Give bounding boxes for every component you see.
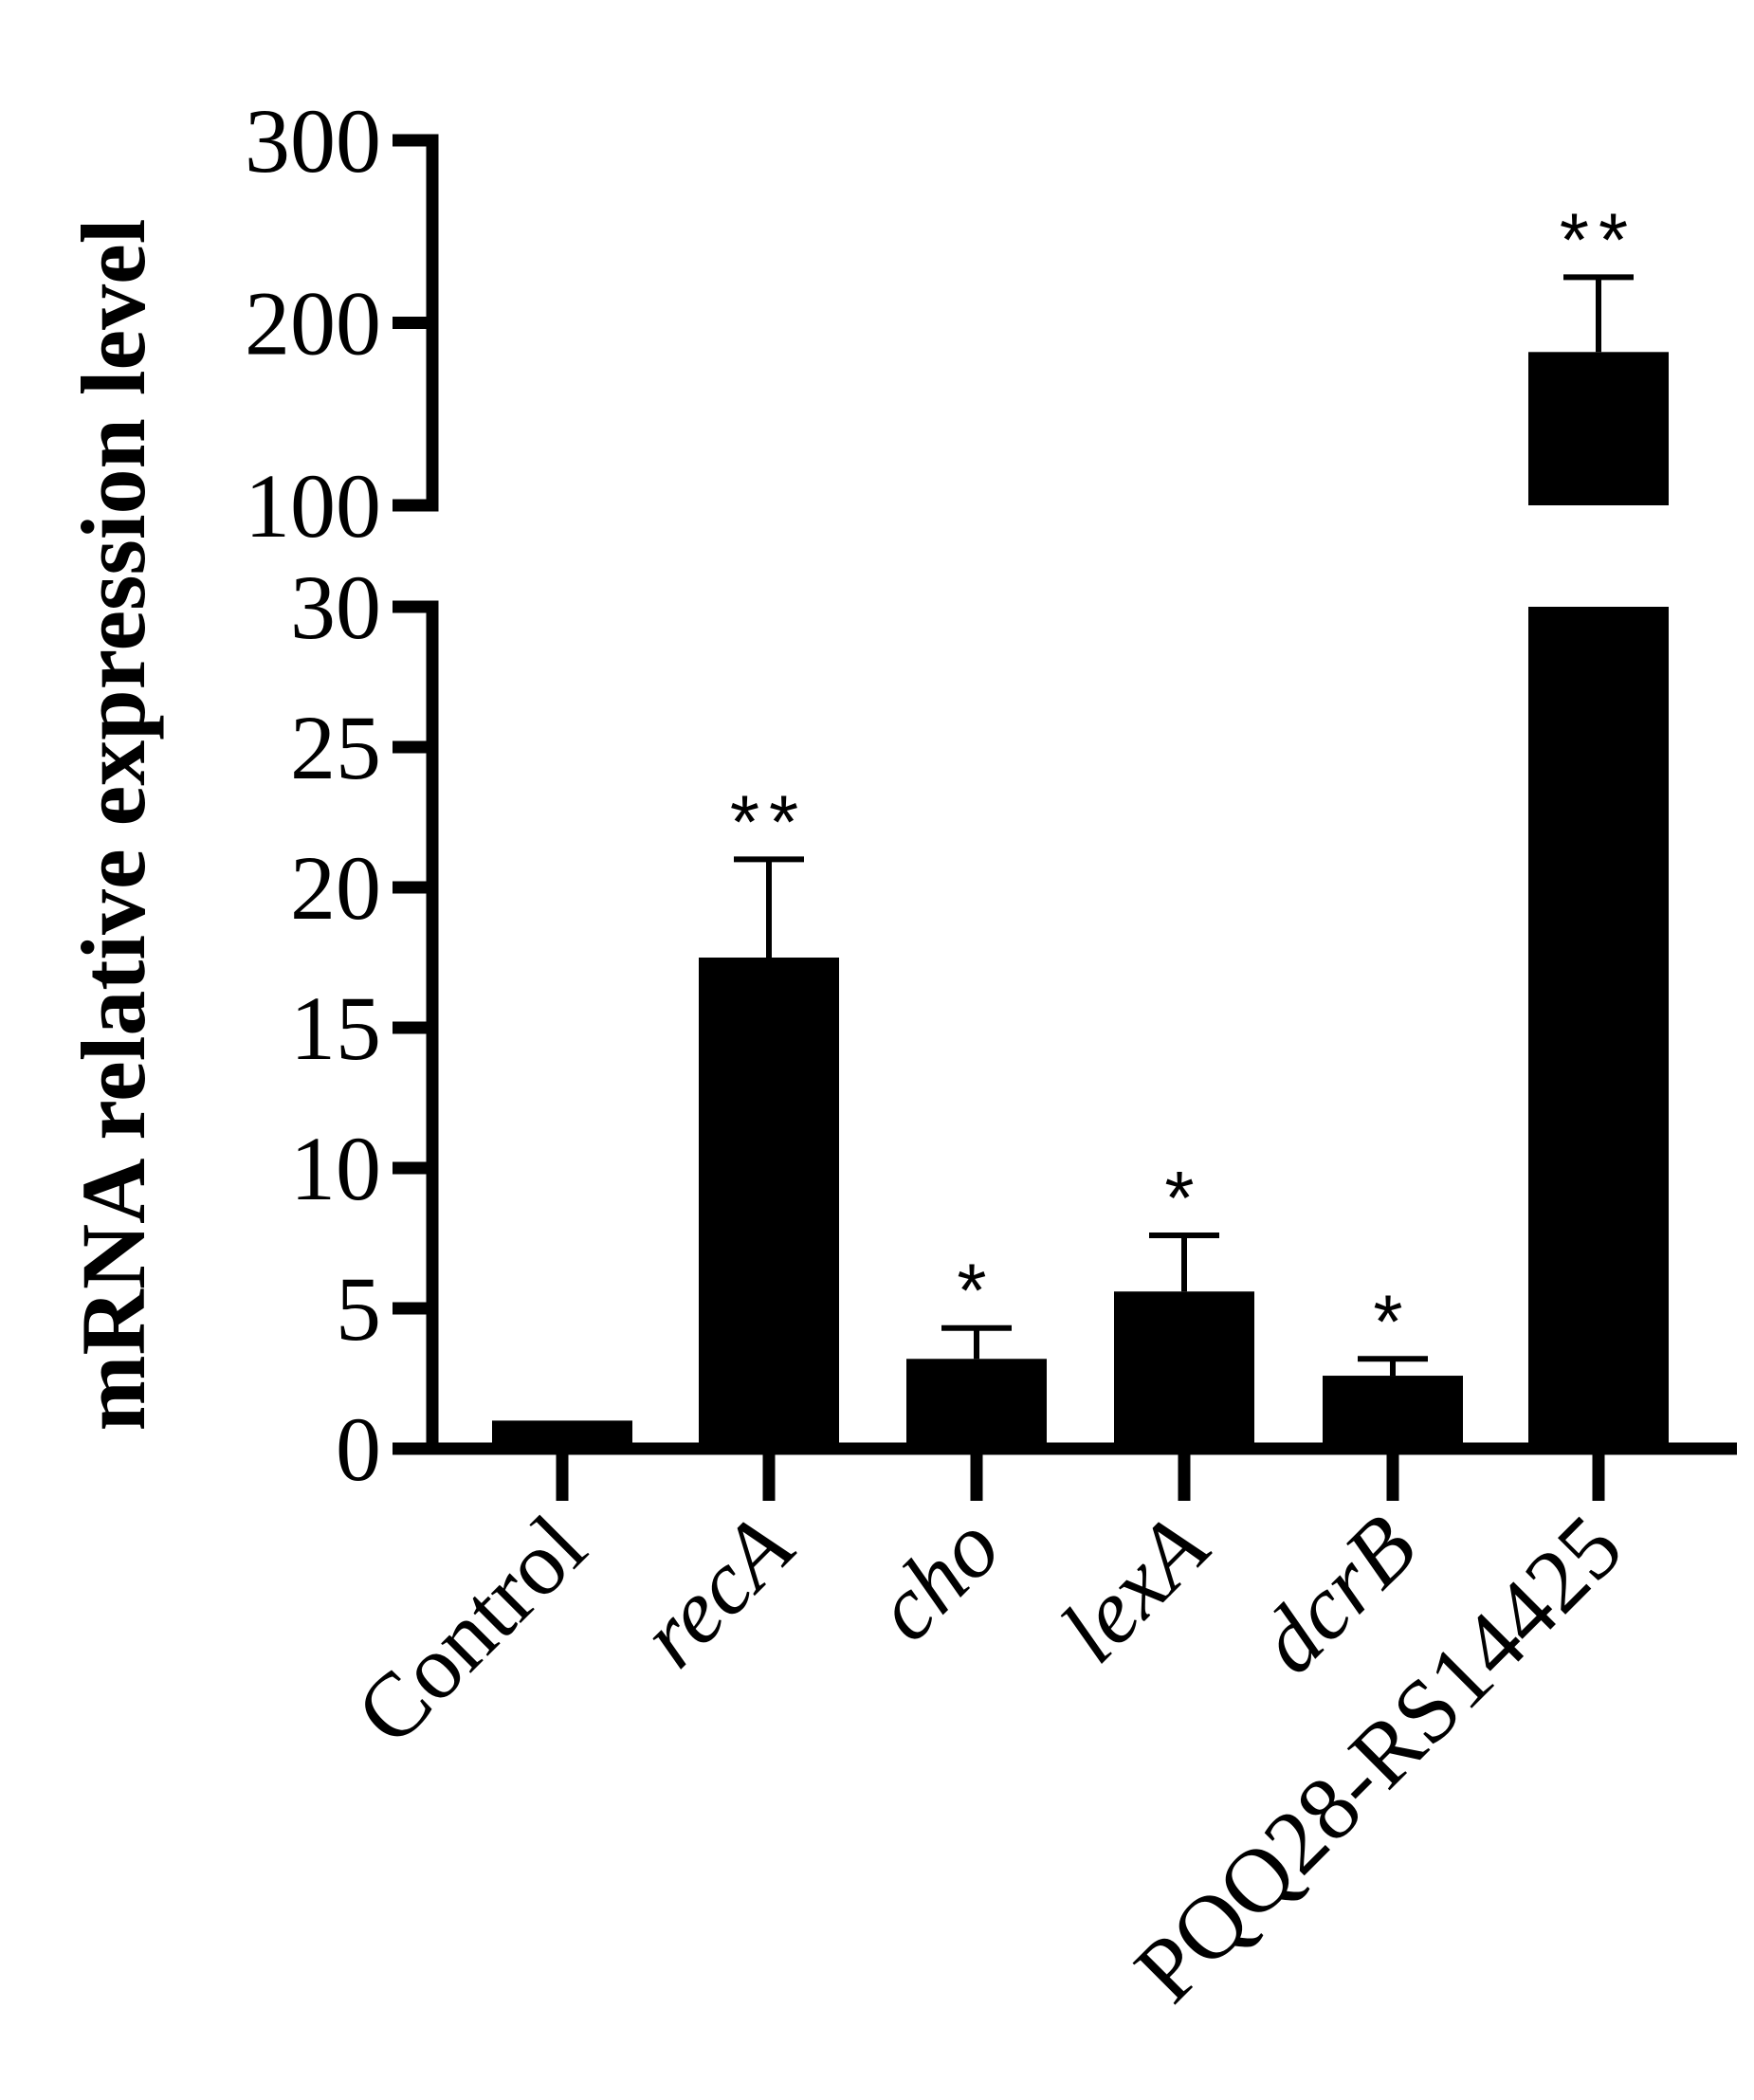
bar-5-lower (1528, 607, 1669, 1449)
category-label: cho (854, 1495, 1019, 1660)
y-tick-label: 0 (336, 1398, 381, 1500)
y-tick-label: 200 (245, 273, 381, 374)
axes (393, 134, 1737, 1501)
y-tick-label: 25 (290, 697, 381, 798)
significance-label: ** (1560, 197, 1637, 282)
bar-2 (906, 1359, 1047, 1449)
significance-label: * (1373, 1279, 1412, 1363)
bar-3 (1114, 1291, 1254, 1449)
y-tick-label: 10 (290, 1118, 381, 1219)
y-tick-label: 100 (245, 455, 381, 557)
y-tick-label: 5 (336, 1258, 381, 1360)
y-axis-title: mRNA relative expression level (63, 219, 164, 1432)
bar-4 (1323, 1376, 1463, 1449)
y-tick-label: 15 (290, 977, 381, 1079)
bar-1 (699, 958, 839, 1449)
bars (492, 274, 1669, 1449)
y-tick-label: 300 (245, 90, 381, 192)
significance-label: * (957, 1249, 996, 1333)
significance-label: ** (730, 779, 808, 864)
bar-0 (492, 1420, 632, 1449)
significance-label: * (1164, 1156, 1203, 1240)
y-tick-label: 30 (290, 557, 381, 658)
category-label: lexA (1041, 1495, 1227, 1681)
y-tick-label: 20 (290, 837, 381, 939)
category-label: recA (621, 1495, 813, 1687)
bar-5-upper (1528, 352, 1669, 505)
category-label: Control (337, 1495, 605, 1763)
